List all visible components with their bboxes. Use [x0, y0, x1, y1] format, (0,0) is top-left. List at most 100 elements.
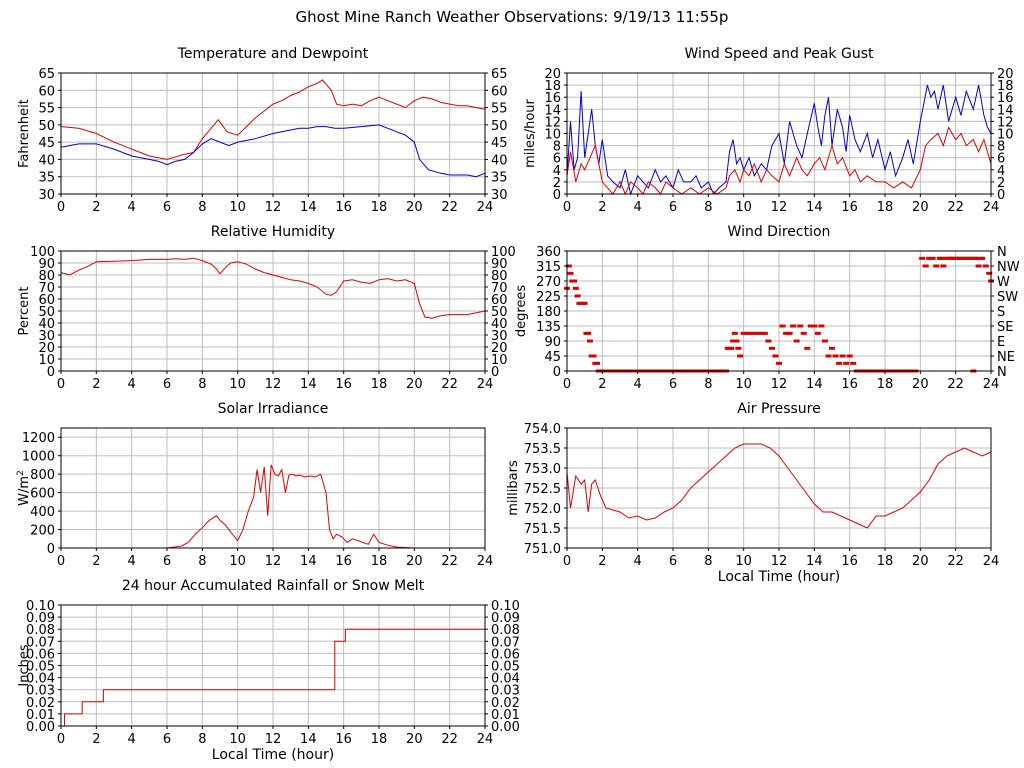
y-tick-label: 0.01 — [26, 708, 55, 723]
wind-direction-point — [567, 271, 574, 275]
wind-direction-point — [574, 294, 581, 298]
y-tick-label-right: 60 — [491, 84, 508, 99]
compass-tick-label: N — [997, 365, 1007, 380]
x-tick-label: 24 — [477, 554, 494, 569]
wind-direction-point — [811, 324, 818, 328]
x-tick-label: 0 — [57, 200, 65, 215]
wind-direction-point — [740, 331, 747, 335]
wind-direction-point — [926, 256, 933, 260]
x-tick-label: 6 — [669, 200, 677, 215]
wind-direction-point — [754, 331, 761, 335]
y-axis-label: Percent — [17, 287, 32, 336]
y-axis-label: W/m2 — [16, 470, 32, 506]
wind-direction-point — [731, 331, 738, 335]
y-tick-label: 0.08 — [26, 623, 55, 638]
y-tick-label-right: 0.04 — [491, 672, 520, 687]
y-tick-label-right: 4 — [997, 164, 1005, 179]
y-tick-label: 0.00 — [26, 720, 55, 735]
wind-direction-point — [843, 361, 850, 365]
x-tick-label: 16 — [335, 732, 352, 747]
wind-direction-point — [940, 264, 947, 268]
x-tick-label: 24 — [477, 732, 494, 747]
y-tick-label: 10 — [544, 128, 561, 143]
y-tick-label: 0.05 — [26, 660, 55, 675]
x-tick-label: 2 — [92, 200, 100, 215]
y-axis-label: millibars — [506, 460, 521, 516]
y-tick-label: 0 — [47, 365, 55, 380]
wind-direction-point — [825, 354, 832, 358]
y-tick-label: 0.04 — [26, 672, 55, 687]
wind-direction-point — [768, 346, 775, 350]
x-tick-label: 18 — [371, 732, 388, 747]
x-tick-label: 20 — [406, 200, 423, 215]
x-tick-label: 12 — [771, 554, 788, 569]
y-tick-label: 45 — [544, 350, 561, 365]
y-tick-label: 40 — [38, 153, 55, 168]
x-tick-label: 16 — [335, 377, 352, 392]
y-tick-label-right: 8 — [997, 140, 1005, 155]
wind-direction-point — [797, 324, 804, 328]
x-tick-label: 2 — [92, 377, 100, 392]
y-tick-label: 14 — [544, 103, 561, 118]
wind-direction-point — [747, 331, 754, 335]
y-tick-label-right: 0.10 — [491, 599, 520, 614]
y-axis-label: Fahrenheit — [17, 99, 32, 168]
compass-tick-label: E — [997, 335, 1005, 350]
x-tick-label: 8 — [198, 200, 206, 215]
series-line-rain-0 — [61, 628, 485, 727]
x-tick-label: 24 — [477, 377, 494, 392]
y-tick-label-right: 0.09 — [491, 611, 520, 626]
y-tick-label-right: 30 — [491, 188, 508, 203]
y-tick-label: 45 — [38, 136, 55, 151]
wind-direction-point — [585, 331, 592, 335]
y-tick-label-right: 14 — [997, 103, 1014, 118]
wind-direction-point — [836, 361, 843, 365]
wind-direction-point — [590, 354, 597, 358]
y-tick-label-right: 6 — [997, 152, 1005, 167]
y-tick-label: 752.0 — [524, 502, 561, 517]
y-tick-label-right: 0 — [997, 188, 1005, 203]
y-tick-label-right: 90 — [491, 257, 508, 272]
x-tick-label: 18 — [371, 377, 388, 392]
y-tick-label: 18 — [544, 79, 561, 94]
y-tick-label: 0.09 — [26, 611, 55, 626]
x-tick-label: 24 — [477, 200, 494, 215]
x-tick-label: 4 — [634, 200, 642, 215]
x-tick-label: 22 — [441, 377, 458, 392]
y-tick-label: 753.0 — [524, 462, 561, 477]
x-tick-label: 0 — [57, 554, 65, 569]
x-tick-label: 4 — [634, 377, 642, 392]
wind-direction-point — [975, 264, 982, 268]
y-tick-label-right: 35 — [491, 171, 508, 186]
wind-direction-point — [733, 339, 740, 343]
x-tick-label: 6 — [163, 200, 171, 215]
y-tick-label: 400 — [30, 505, 55, 520]
compass-tick-label: SW — [997, 290, 1018, 305]
x-tick-label: 10 — [229, 200, 246, 215]
x-tick-label: 22 — [441, 554, 458, 569]
y-tick-label-right: 10 — [997, 128, 1014, 143]
wind-direction-point — [919, 256, 926, 260]
x-tick-label: 4 — [128, 377, 136, 392]
x-tick-label: 8 — [704, 377, 712, 392]
x-tick-label: 8 — [704, 200, 712, 215]
x-tick-label: 14 — [806, 377, 823, 392]
y-tick-label-right: 50 — [491, 305, 508, 320]
x-tick-label: 8 — [704, 554, 712, 569]
x-axis-label: Local Time (hour) — [212, 747, 334, 763]
x-tick-label: 18 — [877, 200, 894, 215]
x-tick-label: 24 — [983, 377, 1000, 392]
y-axis-label: degrees — [514, 285, 529, 338]
x-tick-label: 22 — [441, 732, 458, 747]
y-tick-label: 1000 — [22, 450, 55, 465]
x-tick-label: 20 — [406, 377, 423, 392]
y-tick-label: 800 — [30, 468, 55, 483]
x-tick-label: 2 — [92, 554, 100, 569]
x-tick-label: 10 — [735, 554, 752, 569]
x-tick-label: 14 — [300, 200, 317, 215]
